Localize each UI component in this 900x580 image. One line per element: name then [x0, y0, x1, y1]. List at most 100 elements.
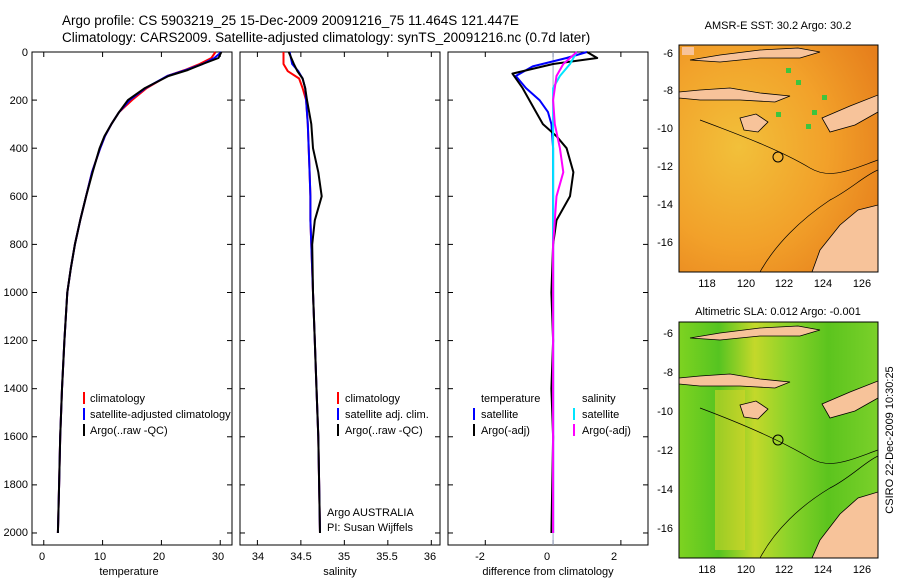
legend-satellite-label: satellite-adjusted climatology	[90, 409, 231, 421]
difference-panel: -2 0 2 difference from climatology tempe…	[447, 51, 649, 578]
map-ytick: -10	[657, 123, 673, 135]
land-mass	[679, 87, 791, 103]
legend-argo-label: Argo(..raw -QC)	[345, 425, 423, 437]
legend-climatology-label: climatology	[90, 393, 146, 405]
sla-map-xticks: 118 120 122 124 126	[698, 564, 871, 576]
temperature-panel: 0 10 20 30 temperature climatology satel…	[31, 51, 233, 578]
legend-climatology-label: climatology	[345, 393, 401, 405]
map-ytick: -12	[657, 445, 673, 457]
legend-sal-satellite-label: satellite	[582, 409, 619, 421]
bathymetry-contour	[759, 455, 878, 558]
sla-map-title: Altimetric SLA: 0.012 Argo: -0.001	[695, 306, 861, 318]
map-ytick: -16	[657, 237, 673, 249]
sst-cold-cell	[822, 95, 827, 100]
land-mass	[739, 113, 769, 133]
legend-temp-satellite-label: satellite	[481, 409, 518, 421]
land-mass	[679, 373, 791, 389]
difference-xlabel: difference from climatology	[482, 566, 614, 578]
difference-xtick: 0	[544, 551, 550, 563]
difference-legend: temperature satellite Argo(-adj) salinit…	[473, 393, 631, 437]
salinity-legend: climatology satellite adj. clim. Argo(..…	[337, 392, 429, 437]
land-mass	[811, 204, 878, 272]
land-mass	[821, 380, 878, 419]
difference-xtick: 2	[611, 551, 617, 563]
land-mass	[739, 400, 769, 420]
sst-map-frame	[678, 44, 879, 273]
salinity-xtick: 34.5	[290, 551, 311, 563]
map-ytick: -14	[657, 199, 673, 211]
temperature-xtick: 10	[94, 551, 106, 563]
depth-tick: 400	[10, 143, 28, 155]
bathymetry-contour	[699, 119, 878, 174]
sst-map-yticks: -6 -8 -10 -12 -14 -16	[657, 48, 673, 249]
legend-salinity-title: salinity	[582, 393, 616, 405]
map-ytick: -16	[657, 523, 673, 535]
map-xtick: 120	[737, 278, 755, 290]
land-mass	[689, 47, 821, 63]
map-xtick: 126	[853, 278, 871, 290]
timestamp-stamp: CSIRO 22-Dec-2009 10:30:25	[884, 366, 896, 513]
sst-cold-cell	[796, 80, 801, 85]
sla-high-band	[715, 390, 745, 550]
depth-tick: 1800	[4, 479, 28, 491]
map-xtick: 118	[698, 278, 716, 290]
sla-map: Altimetric SLA: 0.012 Argo: -0.001 -6 -8…	[657, 306, 879, 576]
sst-map: AMSR-E SST: 30.2 Argo: 30.2 -6 -8 -10 -1…	[657, 20, 879, 290]
salinity-xtick: 36	[424, 551, 436, 563]
sst-map-xticks: 118 120 122 124 126	[698, 278, 871, 290]
map-ytick: -12	[657, 161, 673, 173]
depth-axis: 0 200 400 600 800 1000 1200 1400 1600 18…	[4, 47, 28, 539]
depth-tick: 0	[22, 47, 28, 59]
depth-tick: 800	[10, 239, 28, 251]
profile-location-marker	[772, 434, 784, 446]
temperature-legend: climatology satellite-adjusted climatolo…	[83, 392, 231, 437]
map-ytick: -10	[657, 406, 673, 418]
legend-satellite-label: satellite adj. clim.	[345, 409, 429, 421]
map-ytick: -8	[663, 85, 673, 97]
map-xtick: 118	[698, 564, 716, 576]
land-mass	[811, 491, 878, 558]
temperature-xtick: 20	[153, 551, 165, 563]
land-mass	[821, 94, 878, 133]
map-ytick: -14	[657, 484, 673, 496]
sst-cold-cell	[806, 124, 811, 129]
float-pi-note: PI: Susan Wijffels	[327, 522, 413, 534]
temperature-axes-box	[31, 51, 233, 546]
difference-x-ticks: -2 0 2	[475, 551, 617, 563]
temperature-xtick: 30	[212, 551, 224, 563]
map-xtick: 126	[853, 564, 871, 576]
legend-temp-argo-label: Argo(-adj)	[481, 425, 530, 437]
temperature-series-argo-raw-qc	[56, 51, 223, 534]
depth-tick: 200	[10, 95, 28, 107]
depth-tick: 2000	[4, 527, 28, 539]
salinity-xtick: 35.5	[376, 551, 397, 563]
title-line-2: Climatology: CARS2009. Satellite-adjuste…	[62, 30, 590, 45]
sst-map-title: AMSR-E SST: 30.2 Argo: 30.2	[705, 20, 852, 32]
sla-map-frame	[678, 321, 879, 559]
salinity-axes-box	[239, 51, 441, 546]
difference-axes-box	[447, 51, 649, 546]
map-xtick: 124	[814, 278, 832, 290]
land-mass	[682, 47, 694, 55]
depth-tick: 1400	[4, 383, 28, 395]
map-ytick: -8	[663, 367, 673, 379]
temperature-x-ticks: 0 10 20 30	[39, 551, 224, 563]
legend-temperature-title: temperature	[481, 393, 540, 405]
sla-map-yticks: -6 -8 -10 -12 -14 -16	[657, 328, 673, 535]
map-xtick: 120	[737, 564, 755, 576]
sst-cold-cell	[776, 112, 781, 117]
legend-argo-label: Argo(..raw -QC)	[90, 425, 168, 437]
sst-cold-cell	[812, 110, 817, 115]
depth-tick: 600	[10, 191, 28, 203]
difference-xtick: -2	[475, 551, 485, 563]
legend-sal-argo-label: Argo(-adj)	[582, 425, 631, 437]
depth-tick: 1000	[4, 287, 28, 299]
salinity-xlabel: salinity	[323, 566, 357, 578]
depth-tick: 1600	[4, 431, 28, 443]
temperature-xtick: 0	[39, 551, 45, 563]
map-xtick: 122	[775, 278, 793, 290]
title-line-1: Argo profile: CS 5903219_25 15-Dec-2009 …	[62, 13, 519, 28]
bathymetry-contour	[699, 407, 878, 464]
profile-location-marker	[772, 151, 784, 163]
